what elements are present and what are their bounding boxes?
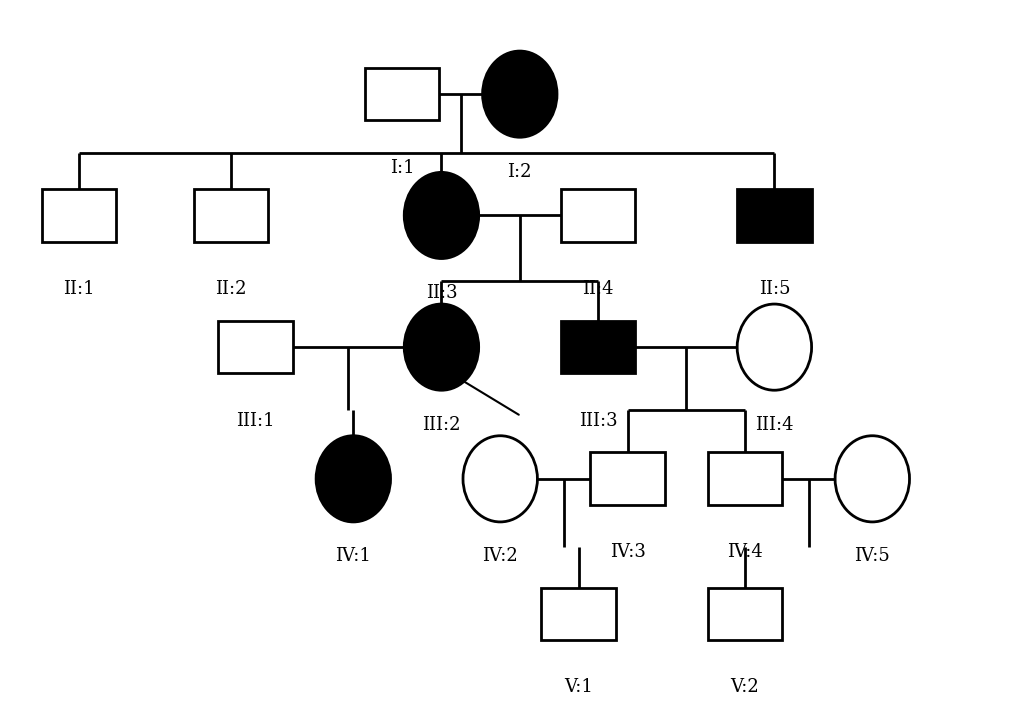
Text: III:2: III:2 <box>422 416 461 434</box>
Text: II:1: II:1 <box>63 280 95 298</box>
Text: III:4: III:4 <box>754 416 793 434</box>
Bar <box>737 189 811 242</box>
Text: II:5: II:5 <box>758 280 790 298</box>
Text: V:1: V:1 <box>564 679 592 697</box>
Text: IV:4: IV:4 <box>727 543 762 561</box>
Ellipse shape <box>404 304 478 390</box>
Text: III:1: III:1 <box>235 412 274 430</box>
Ellipse shape <box>404 173 478 258</box>
Ellipse shape <box>482 51 556 137</box>
Text: I:2: I:2 <box>507 162 532 180</box>
Text: III:3: III:3 <box>578 412 616 430</box>
Bar <box>365 68 439 121</box>
Text: II:3: II:3 <box>425 284 457 302</box>
Ellipse shape <box>316 436 390 522</box>
Bar <box>590 453 664 505</box>
Text: I:1: I:1 <box>389 159 414 177</box>
Text: IV:1: IV:1 <box>335 547 371 565</box>
Text: V:2: V:2 <box>730 679 758 697</box>
Text: IV:2: IV:2 <box>482 547 518 565</box>
Bar <box>541 588 615 640</box>
Text: II:4: II:4 <box>582 280 613 298</box>
Ellipse shape <box>463 436 537 522</box>
Bar <box>560 189 635 242</box>
Bar <box>560 321 635 373</box>
Bar <box>707 453 782 505</box>
Text: IV:5: IV:5 <box>854 547 890 565</box>
Bar <box>218 321 292 373</box>
Bar <box>707 588 782 640</box>
Bar <box>194 189 268 242</box>
Bar <box>42 189 116 242</box>
Ellipse shape <box>835 436 909 522</box>
Text: IV:3: IV:3 <box>609 543 645 561</box>
Text: II:2: II:2 <box>215 280 247 298</box>
Ellipse shape <box>737 304 811 390</box>
